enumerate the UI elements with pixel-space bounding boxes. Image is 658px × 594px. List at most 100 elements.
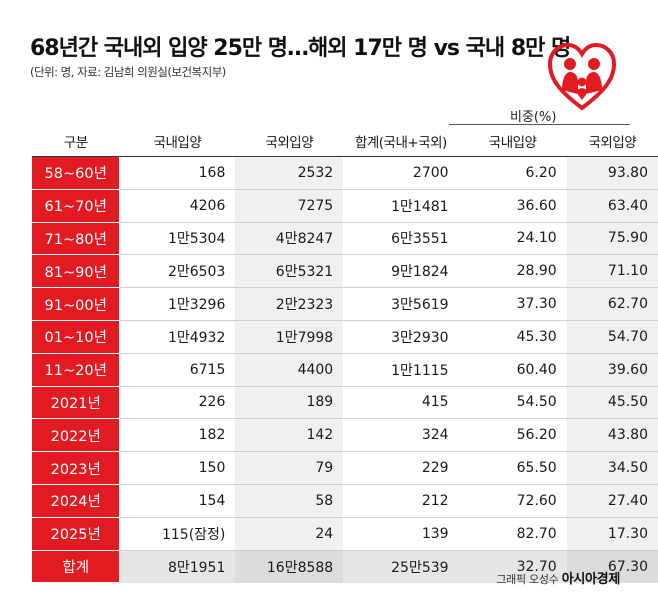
table-row: 81~90년 2만6503 6만5321 9만1824 28.90 71.10 [32, 254, 658, 289]
domestic-cell: 168 [119, 156, 236, 190]
domestic-ratio-cell: 36.60 [458, 189, 567, 223]
domestic-ratio-cell: 72.60 [458, 484, 567, 518]
domestic-ratio-cell: 37.30 [458, 287, 567, 321]
total-sum: 25만539 [343, 550, 459, 583]
total-cell: 9만1824 [343, 254, 459, 289]
overseas-ratio-cell: 39.60 [566, 353, 658, 387]
domestic-cell: 115(잠정) [119, 517, 236, 551]
overseas-cell: 79 [235, 451, 344, 485]
domestic-ratio-cell: 65.50 [458, 451, 567, 485]
total-cell: 3만2930 [343, 320, 459, 354]
domestic-cell: 2만6503 [119, 254, 236, 289]
category-cell: 91~00년 [32, 287, 120, 321]
category-cell: 2022년 [32, 418, 120, 453]
adoption-table: 구분 국내입양 국외입양 합계(국내+국외) 국내입양 국외입양 58~60년 1… [32, 126, 658, 584]
col-header-overseas: 국외입양 [235, 126, 344, 157]
table-row: 01~10년 1만4932 1만7998 3만2930 45.30 54.70 [32, 320, 658, 354]
col-header-overseas-ratio: 국외입양 [566, 126, 658, 157]
total-domestic: 8만1951 [119, 550, 236, 583]
overseas-ratio-cell: 27.40 [566, 484, 658, 518]
col-header-category: 구분 [32, 126, 120, 157]
header-row: 구분 국내입양 국외입양 합계(국내+국외) 국내입양 국외입양 [32, 126, 658, 157]
ratio-divider [449, 124, 630, 125]
total-cell: 1만1481 [343, 189, 459, 223]
page-title: 68년간 국내외 입양 25만 명…해외 17만 명 vs 국내 8만 명 [30, 36, 571, 61]
credit: 그래픽 오성수 아시아경제 [496, 568, 620, 587]
category-cell: 61~70년 [32, 189, 120, 223]
domestic-ratio-cell: 82.70 [458, 517, 567, 551]
category-cell: 2021년 [32, 386, 120, 420]
total-cell: 2700 [343, 156, 459, 190]
overseas-cell: 1만7998 [235, 320, 344, 354]
col-header-domestic-ratio: 국내입양 [458, 126, 567, 157]
overseas-ratio-cell: 45.50 [566, 386, 658, 420]
domestic-ratio-cell: 60.40 [458, 353, 567, 387]
overseas-ratio-cell: 62.70 [566, 287, 658, 321]
overseas-ratio-cell: 71.10 [566, 254, 658, 289]
table-row: 2024년 154 58 212 72.60 27.40 [32, 484, 658, 518]
overseas-ratio-cell: 54.70 [566, 320, 658, 354]
overseas-cell: 2만2323 [235, 287, 344, 321]
total-cell: 324 [343, 418, 459, 453]
category-cell: 2025년 [32, 517, 120, 551]
total-cell: 139 [343, 517, 459, 551]
domestic-ratio-cell: 45.30 [458, 320, 567, 354]
domestic-ratio-cell: 24.10 [458, 222, 567, 256]
category-cell: 71~80년 [32, 222, 120, 256]
total-cell: 415 [343, 386, 459, 420]
overseas-ratio-cell: 93.80 [566, 156, 658, 190]
overseas-cell: 189 [235, 386, 344, 420]
table-row: 91~00년 1만3296 2만2323 3만5619 37.30 62.70 [32, 287, 658, 321]
col-header-domestic: 국내입양 [119, 126, 236, 157]
overseas-ratio-cell: 75.90 [566, 222, 658, 256]
overseas-cell: 6만5321 [235, 254, 344, 289]
domestic-cell: 1만3296 [119, 287, 236, 321]
category-cell: 58~60년 [32, 156, 120, 190]
category-cell: 2023년 [32, 451, 120, 485]
overseas-cell: 7275 [235, 189, 344, 223]
overseas-cell: 4400 [235, 353, 344, 387]
domestic-cell: 182 [119, 418, 236, 453]
domestic-ratio-cell: 56.20 [458, 418, 567, 453]
overseas-ratio-cell: 34.50 [566, 451, 658, 485]
total-label: 합계 [32, 550, 120, 584]
total-cell: 229 [343, 451, 459, 485]
domestic-cell: 154 [119, 484, 236, 518]
domestic-ratio-cell: 6.20 [458, 156, 567, 190]
domestic-cell: 4206 [119, 189, 236, 223]
domestic-ratio-cell: 54.50 [458, 386, 567, 420]
table-row: 71~80년 1만5304 4만8247 6만3551 24.10 75.90 [32, 222, 658, 256]
table-row: 11~20년 6715 4400 1만1115 60.40 39.60 [32, 353, 658, 387]
overseas-ratio-cell: 17.30 [566, 517, 658, 551]
total-cell: 3만5619 [343, 287, 459, 321]
total-overseas: 16만8588 [235, 550, 344, 583]
overseas-ratio-cell: 63.40 [566, 189, 658, 223]
total-row: 합계 8만1951 16만8588 25만539 32.70 67.30 [32, 550, 658, 584]
overseas-cell: 58 [235, 484, 344, 518]
total-overseas-ratio: 67.30 [566, 550, 658, 583]
overseas-cell: 24 [235, 517, 344, 551]
table-row: 2023년 150 79 229 65.50 34.50 [32, 451, 658, 485]
col-header-total: 합계(국내+국외) [343, 126, 459, 157]
overseas-cell: 2532 [235, 156, 344, 190]
heart-family-icon [548, 42, 616, 111]
table-row: 2021년 226 189 415 54.50 45.50 [32, 386, 658, 420]
domestic-cell: 1만5304 [119, 222, 236, 256]
domestic-cell: 1만4932 [119, 320, 236, 354]
total-cell: 1만1115 [343, 353, 459, 387]
domestic-cell: 150 [119, 451, 236, 485]
table-row: 58~60년 168 2532 2700 6.20 93.80 [32, 156, 658, 190]
ratio-header: 비중(%) [510, 110, 557, 125]
overseas-ratio-cell: 43.80 [566, 418, 658, 453]
table-row: 61~70년 4206 7275 1만1481 36.60 63.40 [32, 189, 658, 223]
brand-name: 아시아경제 [561, 572, 621, 587]
category-cell: 11~20년 [32, 353, 120, 387]
total-domestic-ratio: 32.70 [458, 550, 567, 583]
domestic-cell: 6715 [119, 353, 236, 387]
category-cell: 2024년 [32, 484, 120, 518]
domestic-cell: 226 [119, 386, 236, 420]
total-cell: 212 [343, 484, 459, 518]
domestic-ratio-cell: 28.90 [458, 254, 567, 289]
overseas-cell: 142 [235, 418, 344, 453]
source-note: (단위: 명, 자료: 김남희 의원실(보건복지부) [30, 65, 226, 79]
